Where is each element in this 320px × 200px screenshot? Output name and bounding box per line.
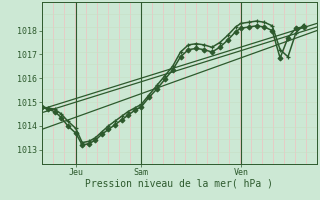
X-axis label: Pression niveau de la mer( hPa ): Pression niveau de la mer( hPa ) xyxy=(85,179,273,189)
